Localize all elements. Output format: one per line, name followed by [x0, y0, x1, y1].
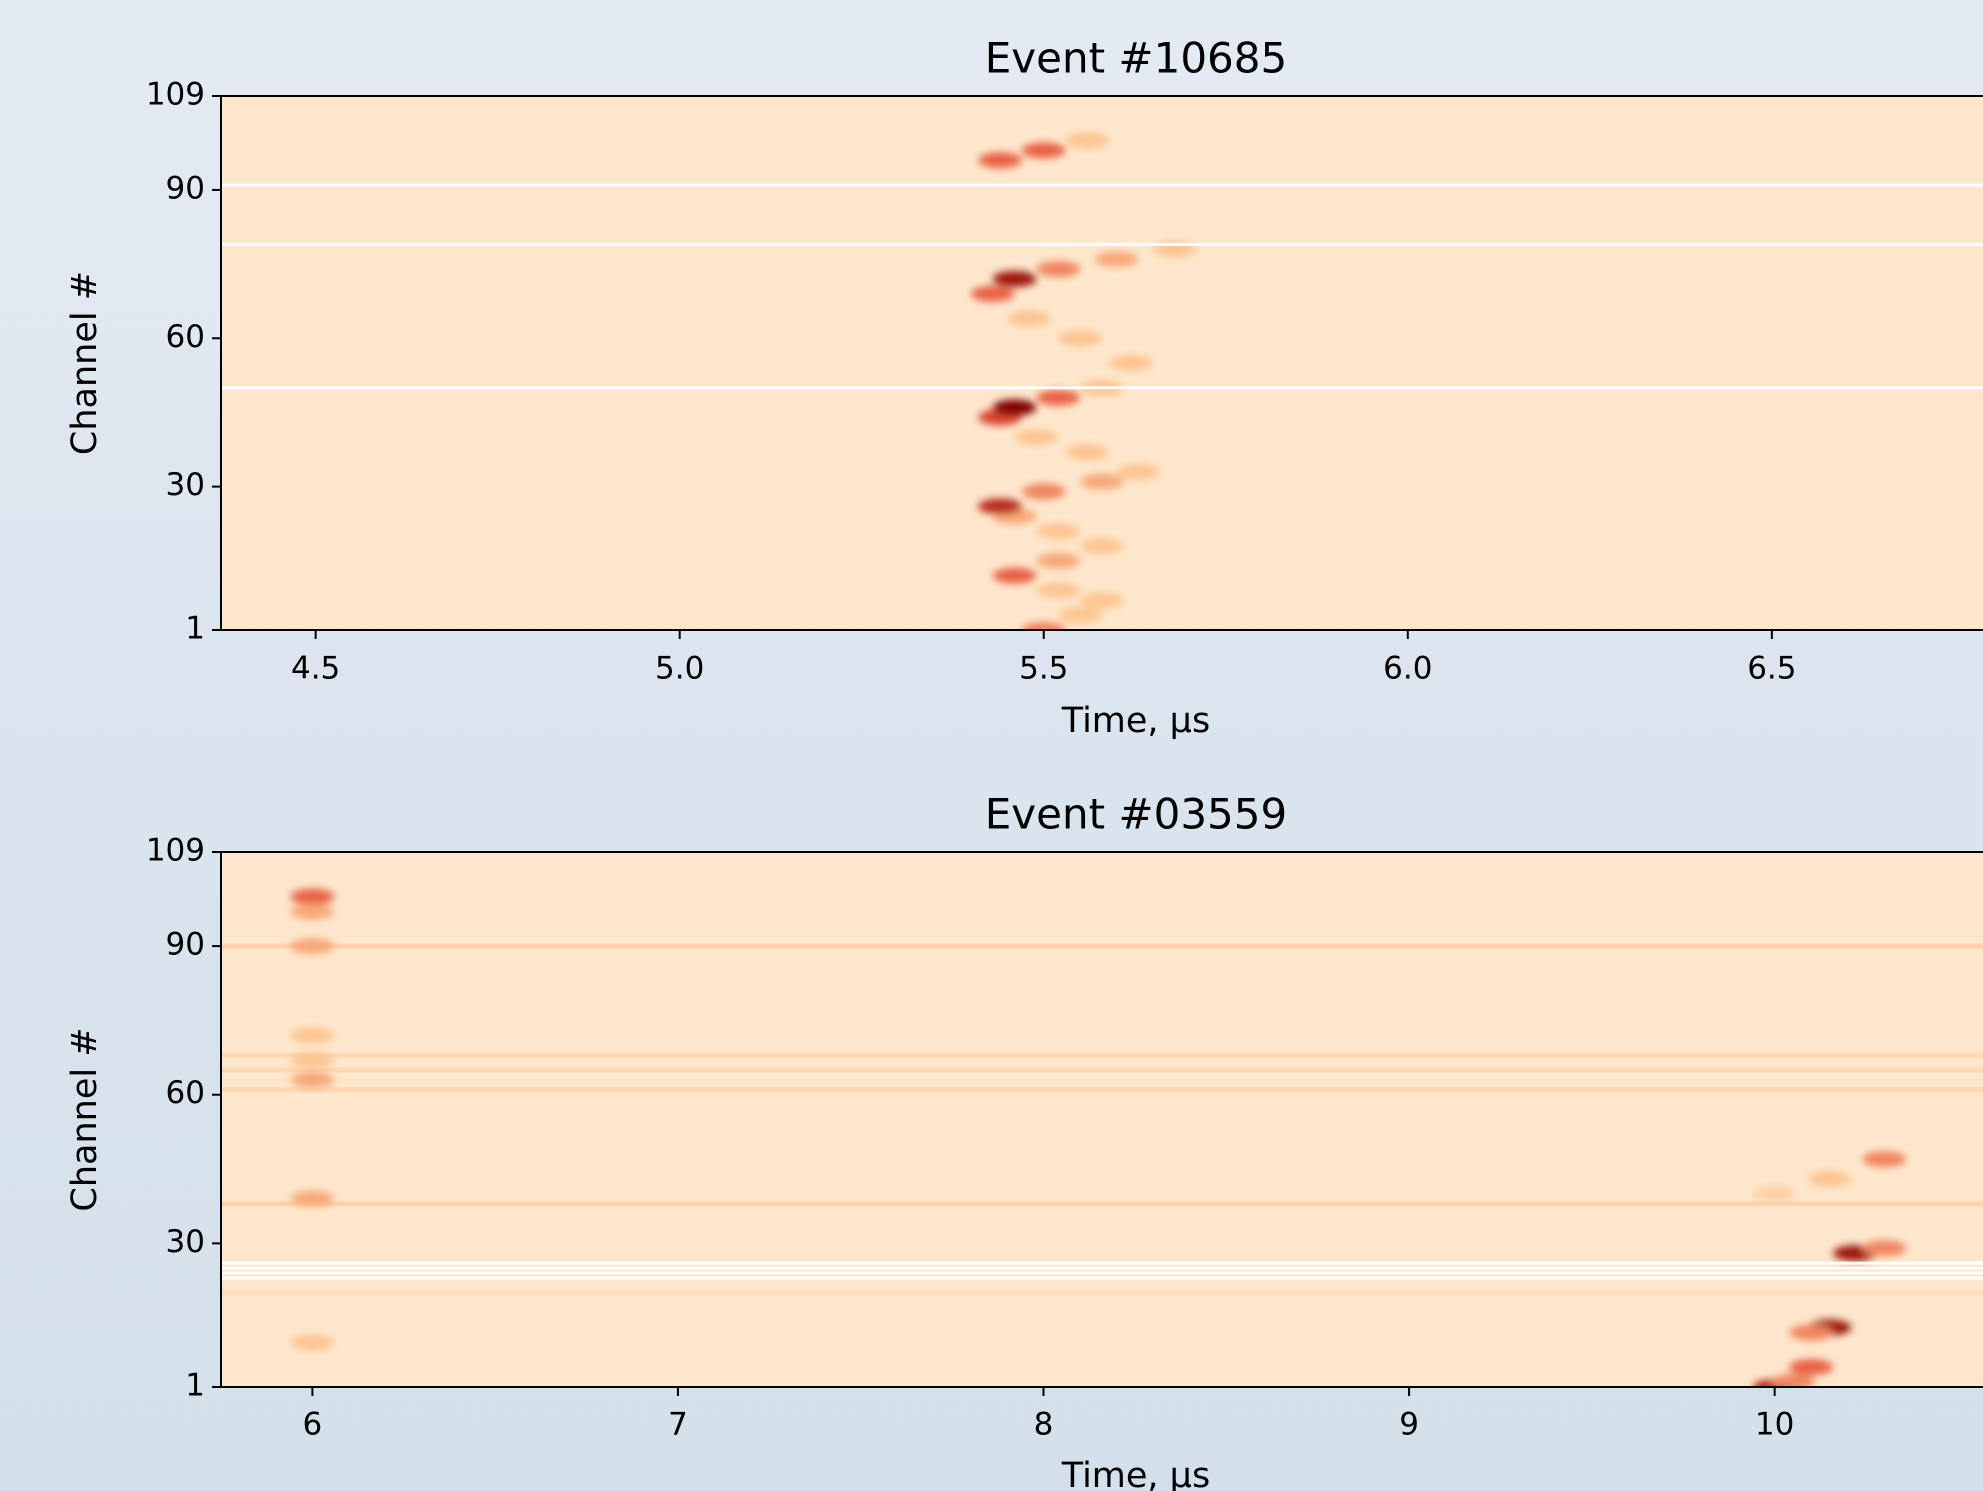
hotspot [1065, 132, 1110, 149]
x-axis-label: Time, μs [1061, 701, 1210, 741]
heatmap-background [221, 852, 1983, 1387]
hotspot [290, 903, 335, 920]
hotspot [1080, 537, 1124, 554]
dead-channel [221, 242, 1983, 246]
x-tick-label: 9 [1399, 1407, 1419, 1443]
heatmap [221, 852, 1983, 1387]
hotspot [1036, 261, 1081, 278]
hotspot [1789, 1324, 1834, 1341]
hotspot [1807, 1170, 1852, 1187]
hotspot [978, 498, 1023, 515]
noisy-row [221, 1052, 1983, 1058]
hotspot [1094, 251, 1139, 268]
hotspot [290, 1071, 335, 1088]
axes-frame [220, 95, 1983, 631]
hotspot [1036, 582, 1081, 599]
y-tick-label: 1 [185, 611, 205, 647]
y-tick-label: 60 [166, 319, 205, 355]
x-axis-label: Time, μs [1061, 1456, 1210, 1491]
hotspot [992, 399, 1037, 416]
hotspot [970, 285, 1015, 302]
noisy-row [221, 943, 1983, 949]
x-tick-label: 7 [668, 1407, 688, 1443]
dead-channel [221, 1271, 1983, 1275]
hotspot [1036, 523, 1081, 540]
hotspot [290, 1027, 335, 1044]
y-tick-label: 109 [146, 77, 205, 113]
hotspot [1036, 389, 1081, 406]
y-axis-label: Channel # [65, 1027, 105, 1211]
hotspot [290, 1334, 335, 1351]
hotspot [978, 152, 1023, 169]
y-tick-label: 90 [166, 927, 205, 963]
hotspot [1058, 607, 1103, 624]
x-tick-label: 6.5 [1747, 651, 1796, 687]
dead-channel [221, 1261, 1983, 1265]
hotspot [1752, 1185, 1797, 1202]
y-tick-label: 90 [166, 170, 205, 206]
heatmap [221, 96, 1983, 630]
noisy-row [221, 1067, 1983, 1073]
y-tick-label: 30 [166, 1224, 205, 1260]
hotspot [1036, 552, 1081, 569]
x-tick-label: 8 [1034, 1407, 1054, 1443]
hotspots [290, 888, 1907, 1387]
y-tick-label: 30 [166, 467, 205, 503]
chart-title: Event #03559 [985, 790, 1287, 839]
y-axis-label: Channel # [65, 271, 105, 455]
hotspot [290, 888, 335, 905]
dead-channel [221, 183, 1983, 187]
hotspot [1021, 622, 1066, 630]
noisy-row [221, 1201, 1983, 1207]
hotspot [1007, 310, 1052, 327]
dead-channel [221, 1276, 1983, 1280]
dead-channel [221, 386, 1983, 390]
hotspot [1080, 592, 1124, 609]
x-tick-label: 5.0 [655, 651, 704, 687]
hotspot [1109, 355, 1154, 371]
noisy-row [221, 1290, 1983, 1296]
y-tick-label: 1 [185, 1368, 205, 1404]
axes-frame [220, 851, 1983, 1388]
hotspot [1058, 330, 1103, 347]
hotspot [1862, 1151, 1907, 1168]
x-tick-label: 4.5 [291, 651, 340, 687]
hotspot [1021, 142, 1066, 159]
hotspot [992, 270, 1037, 287]
hotspot [1014, 429, 1059, 446]
hotspot [1862, 1240, 1907, 1257]
y-tick-label: 60 [166, 1075, 205, 1111]
hotspot [1789, 1359, 1834, 1376]
x-tick-label: 5.5 [1019, 651, 1068, 687]
y-tick-label: 109 [146, 833, 205, 869]
dead-channel [221, 1266, 1983, 1270]
hotspot [290, 938, 335, 955]
hotspot [1080, 473, 1124, 490]
hotspot [1065, 444, 1110, 460]
x-tick-label: 10 [1755, 1407, 1794, 1443]
hotspot [1116, 463, 1161, 480]
hotspot [1021, 483, 1066, 500]
noisy-row [221, 1087, 1983, 1093]
x-tick-label: 6 [303, 1407, 323, 1443]
hotspot [290, 1190, 335, 1207]
x-tick-label: 6.0 [1383, 651, 1432, 687]
hotspot [1770, 1374, 1815, 1387]
hotspot [992, 567, 1037, 584]
hotspot [290, 1052, 335, 1069]
chart-title: Event #10685 [985, 34, 1287, 83]
